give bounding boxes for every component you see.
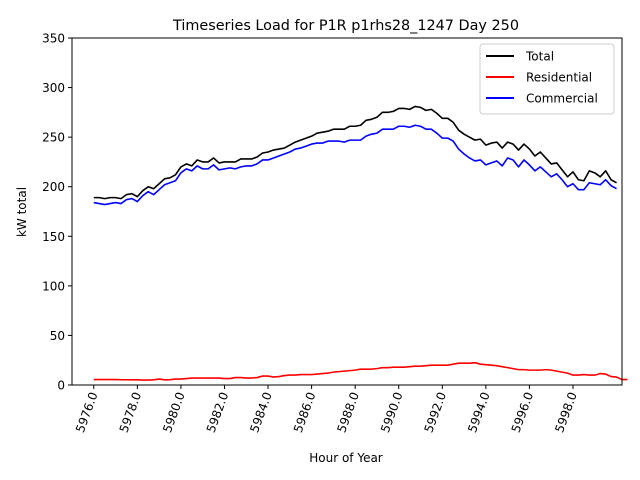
x-axis-label: Hour of Year — [309, 451, 383, 465]
axes-frame — [71, 37, 623, 386]
y-tick-label: 350 — [42, 32, 65, 46]
legend-label-commercial: Commercial — [526, 92, 598, 106]
legend-label-residential: Residential — [526, 71, 592, 85]
y-tick-label: 300 — [42, 81, 65, 95]
legend-box — [479, 43, 615, 115]
y-tick-label: 200 — [42, 180, 65, 194]
y-axis: 0 50 100 150 200 250 300 350 — [42, 32, 72, 393]
plot-area — [93, 105, 628, 381]
series-line-total — [93, 105, 617, 200]
y-tick-label: 0 — [57, 379, 65, 393]
y-tick-label: 250 — [42, 131, 65, 145]
legend-label-total: Total — [525, 50, 554, 64]
series-line-residential — [93, 361, 628, 381]
y-tick-label: 100 — [42, 279, 65, 293]
legend: Total Residential Commercial — [479, 43, 615, 115]
y-axis-label: kW total — [15, 187, 29, 237]
y-tick-label: 50 — [50, 329, 65, 343]
y-tick-label: 150 — [42, 230, 65, 244]
chart-title: Timeseries Load for P1R p1rhs28_1247 Day… — [172, 18, 519, 34]
series-line-commercial — [93, 124, 617, 206]
